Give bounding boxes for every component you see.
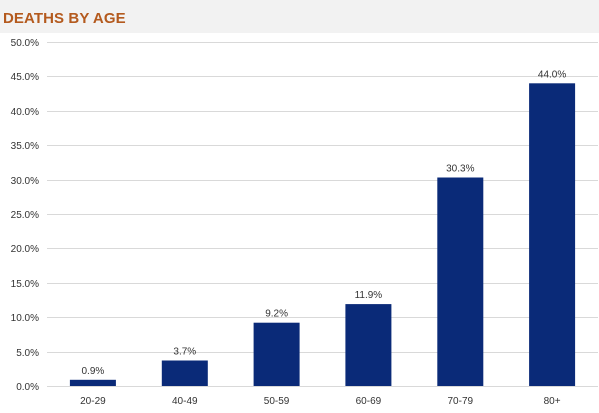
bar-70-79 xyxy=(437,177,484,386)
x-axis-tick-labels: 20-29 40-49 50-59 60-69 70-79 80+ xyxy=(80,396,561,407)
y-tick-label: 50.0% xyxy=(11,38,39,49)
data-label: 3.7% xyxy=(173,347,196,358)
data-label: 44.0% xyxy=(538,69,566,80)
x-tick-label: 20-29 xyxy=(80,396,106,407)
chart-header-band xyxy=(0,0,599,33)
chart-title: DEATHS BY AGE xyxy=(3,10,126,27)
y-tick-label: 10.0% xyxy=(11,313,39,324)
bar-20-29 xyxy=(69,379,116,386)
y-tick-label: 15.0% xyxy=(11,279,39,290)
y-tick-label: 30.0% xyxy=(11,176,39,187)
data-labels: 0.9% 3.7% 9.2% 11.9% 30.3% 44.0% xyxy=(82,69,567,377)
y-tick-label: 0.0% xyxy=(16,382,39,393)
bar-60-69 xyxy=(345,304,392,386)
x-tick-label: 40-49 xyxy=(172,396,198,407)
data-label: 30.3% xyxy=(446,164,474,175)
data-label: 11.9% xyxy=(355,290,383,301)
y-tick-label: 5.0% xyxy=(16,348,39,359)
bar-80+ xyxy=(529,83,576,387)
y-tick-label: 25.0% xyxy=(11,210,39,221)
x-tick-label: 80+ xyxy=(544,396,561,407)
bars xyxy=(69,83,576,387)
bar-50-59 xyxy=(253,322,300,386)
data-label: 0.9% xyxy=(82,366,105,377)
y-tick-label: 40.0% xyxy=(11,107,39,118)
x-tick-label: 50-59 xyxy=(264,396,290,407)
x-tick-label: 60-69 xyxy=(356,396,382,407)
x-tick-label: 70-79 xyxy=(448,396,474,407)
bar-40-49 xyxy=(161,360,208,386)
y-tick-label: 20.0% xyxy=(11,244,39,255)
gridlines xyxy=(47,42,598,387)
y-axis-tick-labels: 0.0% 5.0% 10.0% 15.0% 20.0% 25.0% 30.0% 35.0% 40… xyxy=(11,38,39,393)
y-tick-label: 35.0% xyxy=(11,141,39,152)
data-label: 9.2% xyxy=(265,309,288,320)
y-tick-label: 45.0% xyxy=(11,72,39,83)
